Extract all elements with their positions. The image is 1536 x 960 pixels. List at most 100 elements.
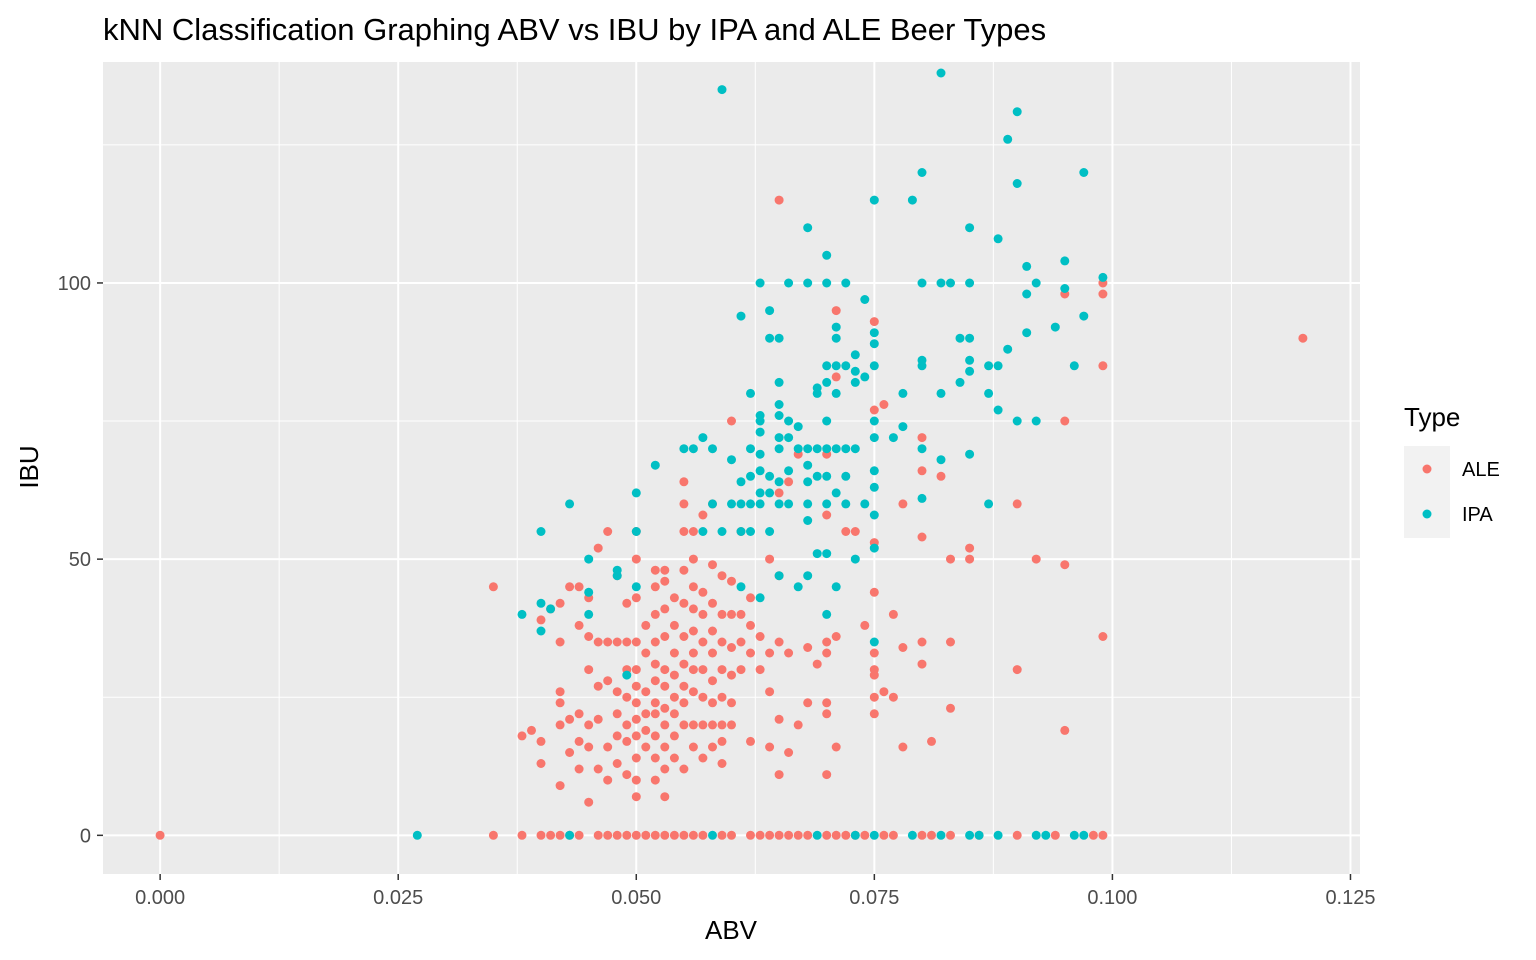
- point-ipa: [1022, 290, 1031, 299]
- point-ale: [651, 731, 660, 740]
- point-ipa: [803, 516, 812, 525]
- point-ale: [822, 698, 831, 707]
- point-ale: [603, 676, 612, 685]
- point-ale: [670, 649, 679, 658]
- point-ipa: [537, 599, 546, 608]
- point-ale: [727, 417, 736, 426]
- x-tick-label: 0.075: [849, 887, 899, 909]
- point-ale: [632, 792, 641, 801]
- legend-label-ipa: IPA: [1462, 504, 1493, 526]
- point-ale: [689, 649, 698, 658]
- point-ale: [718, 720, 727, 729]
- point-ale: [698, 638, 707, 647]
- point-ale: [679, 566, 688, 575]
- point-ipa: [756, 593, 765, 602]
- point-ipa: [737, 527, 746, 536]
- point-ale: [575, 582, 584, 591]
- point-ale: [822, 770, 831, 779]
- point-ale: [775, 638, 784, 647]
- x-tick-label: 0.025: [373, 887, 423, 909]
- point-ipa: [994, 406, 1003, 415]
- point-ipa: [918, 168, 927, 177]
- point-ale: [565, 748, 574, 757]
- point-ale: [651, 754, 660, 763]
- point-ale: [708, 627, 717, 636]
- point-ipa: [1098, 273, 1107, 282]
- point-ipa: [965, 334, 974, 343]
- point-ale: [946, 555, 955, 564]
- point-ale: [603, 776, 612, 785]
- point-ale: [822, 649, 831, 658]
- point-ale: [556, 687, 565, 696]
- point-ipa: [822, 251, 831, 260]
- point-ipa: [1070, 831, 1079, 840]
- point-ipa: [1032, 279, 1041, 288]
- point-ale: [1060, 726, 1069, 735]
- y-tick-label: 0: [80, 825, 91, 847]
- point-ipa: [803, 571, 812, 580]
- point-ale: [898, 643, 907, 652]
- point-ale: [965, 544, 974, 553]
- point-ale: [1013, 499, 1022, 508]
- point-ale: [746, 649, 755, 658]
- point-ale: [679, 527, 688, 536]
- point-ipa: [737, 582, 746, 591]
- point-ale: [679, 499, 688, 508]
- point-ipa: [870, 433, 879, 442]
- point-ale: [1089, 831, 1098, 840]
- point-ipa: [870, 483, 879, 492]
- point-ipa: [584, 555, 593, 564]
- point-ale: [889, 831, 898, 840]
- point-ipa: [632, 582, 641, 591]
- point-ale: [870, 709, 879, 718]
- point-ale: [879, 831, 888, 840]
- point-ipa: [775, 433, 784, 442]
- point-ale: [584, 720, 593, 729]
- point-ipa: [765, 306, 774, 315]
- point-ale: [527, 726, 536, 735]
- point-ale: [689, 831, 698, 840]
- point-ipa: [1079, 312, 1088, 321]
- point-ale: [727, 698, 736, 707]
- point-ale: [603, 831, 612, 840]
- point-ale: [556, 599, 565, 608]
- point-ale: [594, 831, 603, 840]
- point-ale: [860, 831, 869, 840]
- point-ale: [718, 610, 727, 619]
- point-ale: [803, 831, 812, 840]
- point-ale: [537, 831, 546, 840]
- point-ipa: [832, 488, 841, 497]
- point-ale: [1013, 665, 1022, 674]
- point-ale: [832, 372, 841, 381]
- point-ipa: [756, 488, 765, 497]
- point-ale: [698, 610, 707, 619]
- point-ale: [575, 765, 584, 774]
- point-ipa: [1032, 831, 1041, 840]
- point-ipa: [984, 389, 993, 398]
- point-ipa: [870, 361, 879, 370]
- point-ale: [584, 743, 593, 752]
- point-ale: [756, 632, 765, 641]
- point-ale: [765, 649, 774, 658]
- point-ale: [660, 765, 669, 774]
- point-ale: [918, 533, 927, 542]
- point-ipa: [689, 444, 698, 453]
- point-ale: [775, 196, 784, 205]
- point-ale: [784, 831, 793, 840]
- point-ipa: [746, 444, 755, 453]
- point-ipa: [775, 400, 784, 409]
- point-ale: [698, 831, 707, 840]
- point-ale: [746, 737, 755, 746]
- point-ale: [1098, 632, 1107, 641]
- point-ipa: [1070, 361, 1079, 370]
- point-ale: [889, 610, 898, 619]
- point-ipa: [841, 279, 850, 288]
- point-ale: [537, 737, 546, 746]
- point-ipa: [413, 831, 422, 840]
- point-ale: [718, 737, 727, 746]
- point-ale: [670, 693, 679, 702]
- point-ale: [660, 566, 669, 575]
- point-ipa: [1060, 284, 1069, 293]
- point-ale: [603, 527, 612, 536]
- point-ale: [718, 638, 727, 647]
